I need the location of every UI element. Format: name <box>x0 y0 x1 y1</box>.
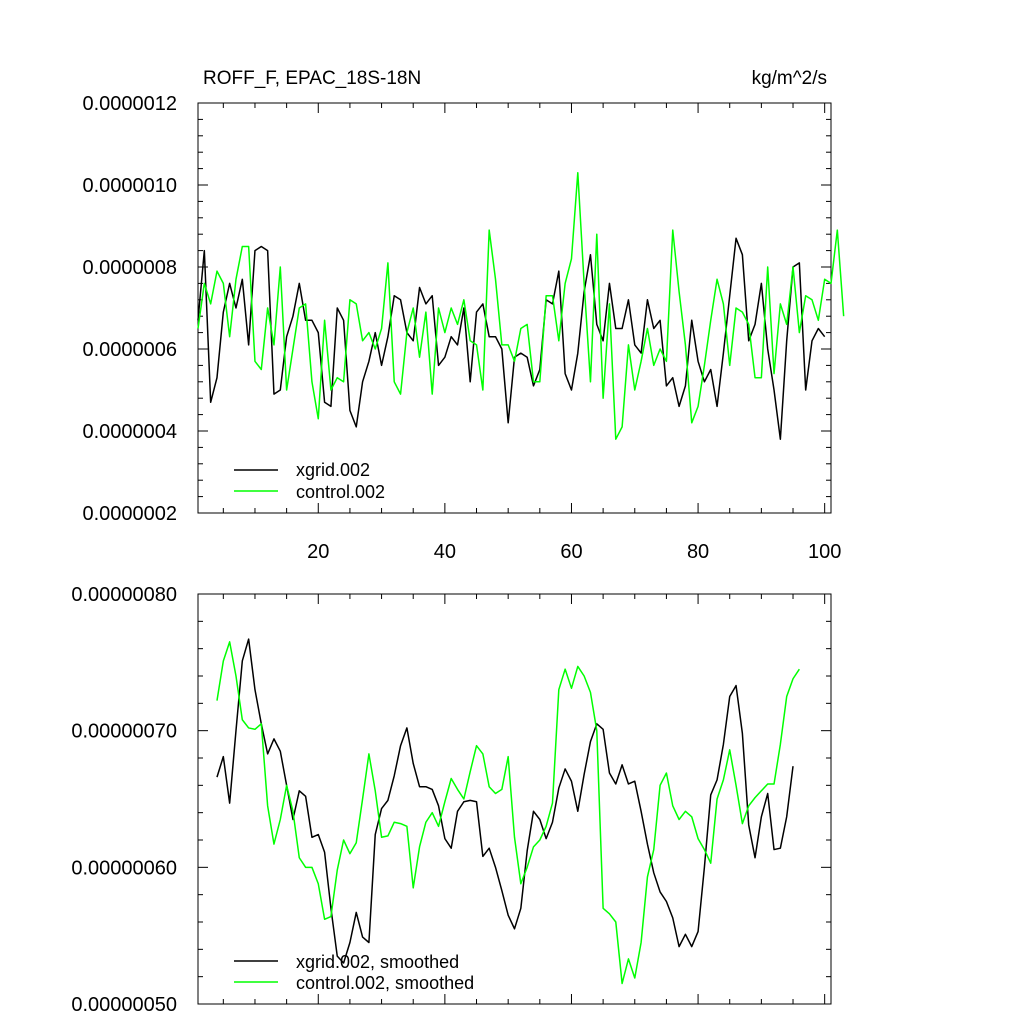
y-tick-label: 0.00000060 <box>71 857 177 879</box>
plot-frame-bottom <box>197 593 832 1005</box>
legend-label-xgrid-smoothed: xgrid.002, smoothed <box>296 952 459 972</box>
legend-top: xgrid.002 control.002 <box>234 460 385 502</box>
x-tick-label: 80 <box>687 541 709 563</box>
legend-label-xgrid: xgrid.002 <box>296 460 370 480</box>
y-tick-label: 0.00000050 <box>71 994 177 1016</box>
y-ticks-bottom: 0.00000050 0.00000060 0.00000070 0.00000080 <box>71 584 831 1016</box>
y-tick-label: 0.0000010 <box>82 175 177 197</box>
plot-frame-top <box>197 102 832 514</box>
series-line-xgrid-002-smoothed <box>216 638 794 964</box>
y-tick-label: 0.0000008 <box>82 257 177 279</box>
series-line-control-002 <box>197 171 845 440</box>
units-label: kg/m^2/s <box>752 68 827 89</box>
panel-top: ROFF_F, EPAC_18S-18N kg/m^2/s 0.00000020… <box>82 68 845 563</box>
y-tick-label: 0.0000002 <box>82 503 177 525</box>
legend-label-control: control.002 <box>296 482 385 502</box>
y-tick-label: 0.00000070 <box>71 721 177 743</box>
x-tick-label: 60 <box>560 541 582 563</box>
y-tick-label: 0.0000012 <box>82 93 177 115</box>
series-group-bottom <box>216 638 800 985</box>
y-tick-label: 0.0000006 <box>82 339 177 361</box>
y-tick-label: 0.0000004 <box>82 421 177 443</box>
x-tick-label: 100 <box>808 541 841 563</box>
legend-label-control-smoothed: control.002, smoothed <box>296 973 474 993</box>
legend-bottom: xgrid.002, smoothed control.002, smoothe… <box>234 952 474 993</box>
series-line-control-002-smoothed <box>216 641 800 985</box>
x-tick-label: 40 <box>434 541 456 563</box>
x-ticks-bottom <box>222 594 826 1004</box>
x-ticks-top: 20 40 60 80 100 <box>222 103 841 563</box>
chart-title: ROFF_F, EPAC_18S-18N <box>203 68 421 89</box>
y-ticks-top: 0.0000002 0.0000004 0.0000006 0.0000008 0.00… <box>82 93 831 525</box>
series-line-xgrid-002 <box>197 237 826 440</box>
series-group-top <box>197 171 845 440</box>
panel-bottom: 0.00000050 0.00000060 0.00000070 0.00000080… <box>71 584 832 1016</box>
y-tick-label: 0.00000080 <box>71 584 177 606</box>
x-tick-label: 20 <box>307 541 329 563</box>
